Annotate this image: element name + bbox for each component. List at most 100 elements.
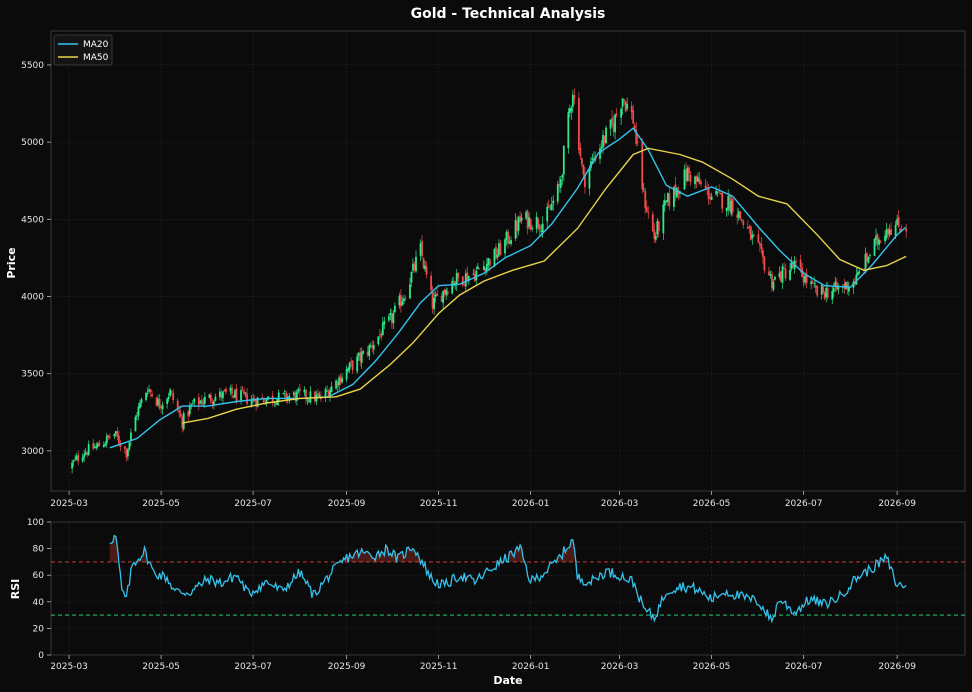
rsi-x-tick-label: 2026-03 (601, 662, 639, 672)
candle-up (137, 406, 140, 416)
candle-up (867, 257, 870, 263)
candle-down (802, 276, 805, 283)
rsi-series-line (109, 534, 907, 624)
candle-up (588, 167, 591, 189)
candle-down (630, 106, 633, 113)
candle-down (709, 197, 712, 199)
candle-up (642, 188, 645, 190)
ma50-line (182, 147, 907, 424)
candle-down (581, 158, 583, 165)
candle-up (283, 391, 286, 393)
candle-up (525, 212, 527, 219)
candle-up (508, 241, 511, 243)
candle-down (351, 360, 354, 370)
candle-down (760, 244, 763, 249)
chart-title: Gold - Technical Analysis (411, 6, 606, 22)
candle-up (878, 239, 880, 245)
candle-up (114, 431, 117, 434)
candle-up (599, 148, 601, 160)
price-y-axis-label: Price (5, 247, 18, 278)
candle-down (611, 117, 613, 124)
candle-down (685, 169, 687, 181)
candle-up (556, 184, 559, 202)
candle-down (107, 435, 110, 437)
candle-up (727, 196, 730, 210)
price-candles (71, 88, 908, 474)
candle-down (200, 399, 203, 405)
candle-up (476, 266, 479, 270)
price-x-tick-label: 2026-09 (878, 499, 916, 509)
candle-down (582, 164, 585, 175)
candle-down (336, 382, 339, 387)
candle-down (866, 253, 868, 261)
candle-up (303, 389, 306, 393)
candle-up (190, 404, 193, 406)
candle-down (339, 376, 342, 384)
candle-up (202, 402, 205, 404)
candle-up (825, 287, 828, 298)
candle-up (451, 281, 454, 294)
candle-down (748, 226, 751, 228)
candle-up (87, 444, 90, 455)
price-y-tick-label: 3000 (21, 447, 44, 457)
candle-down (116, 431, 119, 437)
candle-up (864, 254, 867, 272)
candle-down (317, 393, 319, 396)
candle-up (496, 254, 499, 258)
candle-down (98, 442, 101, 447)
candle-down (378, 334, 381, 336)
candle-up (620, 108, 623, 118)
overbought-area (509, 545, 524, 562)
candle-up (665, 200, 668, 202)
rsi-y-tick-label: 60 (33, 571, 45, 581)
candle-down (327, 391, 330, 398)
price-x-tick-label: 2026-07 (785, 499, 823, 509)
candle-down (436, 293, 439, 296)
candle-down (823, 292, 826, 299)
rsi-x-tick-label: 2025-11 (420, 662, 458, 672)
candle-up (778, 273, 781, 277)
candle-down (223, 390, 226, 391)
candle-up (191, 403, 194, 405)
candle-down (125, 450, 128, 458)
candle-down (255, 400, 258, 407)
candle-up (875, 235, 877, 240)
candle-down (768, 271, 770, 276)
candle-down (879, 241, 882, 243)
candle-down (241, 389, 244, 391)
candle-down (298, 388, 301, 391)
price-x-tick-label: 2026-01 (512, 499, 550, 509)
candle-up (789, 269, 791, 280)
candle-up (662, 204, 665, 234)
candle-down (731, 198, 734, 213)
candle-up (357, 353, 360, 356)
candle-down (359, 351, 362, 361)
candle-up (716, 192, 719, 193)
candle-up (348, 362, 351, 370)
candle-down (431, 292, 434, 309)
candle-up (324, 389, 327, 398)
price-y-tick-label: 4000 (21, 293, 44, 303)
candle-up (493, 248, 496, 267)
candle-down (478, 268, 481, 270)
candle-up (676, 187, 678, 198)
candle-down (784, 268, 787, 279)
candle-up (193, 398, 196, 403)
candle-down (887, 228, 889, 234)
candle-down (636, 141, 639, 143)
legend: MA20 MA50 (53, 34, 113, 66)
candle-down (179, 413, 182, 417)
candle-up (567, 112, 570, 149)
candle-up (240, 390, 242, 401)
candle-down (721, 192, 724, 209)
candle-down (584, 174, 586, 188)
candle-down (108, 436, 111, 438)
candle-up (857, 272, 859, 276)
candle-down (211, 401, 214, 404)
candle-down (425, 266, 428, 275)
candle-down (235, 388, 238, 402)
candle-up (157, 398, 159, 406)
candle-down (209, 395, 212, 402)
candle-up (244, 392, 247, 394)
candle-down (92, 442, 95, 449)
